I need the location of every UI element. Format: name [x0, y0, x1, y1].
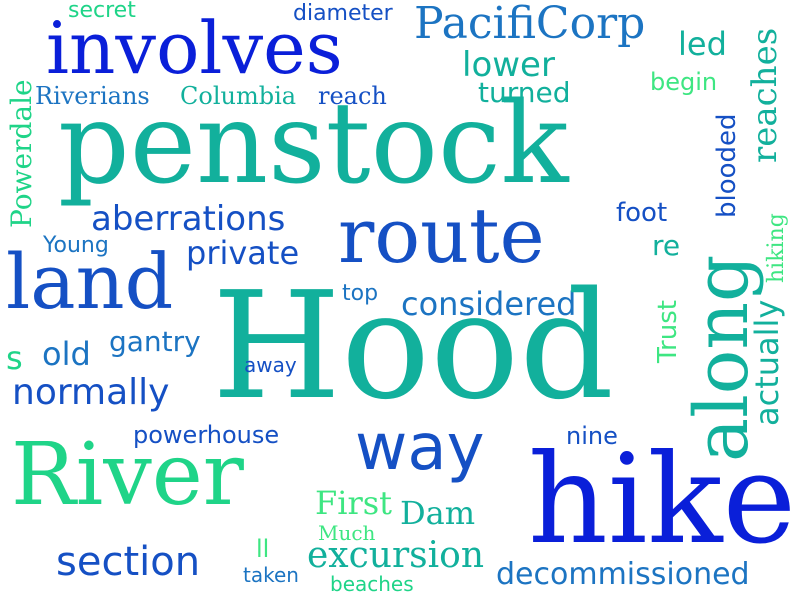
word-old: old — [42, 335, 91, 373]
word-trust: Trust — [653, 300, 683, 363]
word-involves: involves — [46, 6, 343, 90]
word-diameter: diameter — [293, 1, 393, 26]
word-lower: lower — [462, 45, 555, 85]
word-decommissioned: decommissioned — [496, 557, 750, 592]
word-aberrations: aberrations — [91, 199, 286, 239]
word-turned: turned — [478, 76, 571, 109]
word-river: River — [11, 425, 244, 525]
word-section: section — [56, 539, 201, 585]
word-powerhouse: powerhouse — [133, 421, 280, 449]
word-top: top — [342, 281, 379, 306]
word-foot: foot — [616, 198, 668, 228]
word-excursion: excursion — [307, 535, 485, 576]
word-much: Much — [318, 521, 376, 545]
word-young: Young — [43, 233, 109, 258]
word-hike: hike — [528, 428, 797, 572]
word-begin: begin — [650, 68, 718, 96]
word-gantry: gantry — [109, 325, 201, 358]
word-columbia: Columbia — [180, 82, 297, 110]
word-land: land — [6, 237, 174, 326]
word-beaches: beaches — [330, 572, 414, 596]
word-s: s — [6, 339, 23, 377]
word-blooded: blooded — [712, 113, 742, 218]
word-first: First — [315, 484, 393, 522]
word-dam: Dam — [400, 494, 476, 532]
word-route: route — [338, 191, 545, 280]
word-taken: taken — [243, 563, 299, 587]
word-hood: Hood — [212, 260, 615, 432]
word-secret: secret — [68, 0, 136, 23]
word-re: re — [652, 229, 681, 262]
word-actually: actually — [748, 299, 786, 426]
word-nine: nine — [566, 422, 618, 450]
word-led: led — [678, 25, 727, 63]
word-penstock: penstock — [58, 79, 569, 209]
word-way: way — [355, 411, 485, 485]
word-away: away — [244, 353, 297, 377]
word-pacificorp: PacifiCorp — [414, 0, 646, 49]
word-riverians: Riverians — [35, 82, 150, 110]
word-ll: ll — [256, 535, 270, 563]
word-powerdale: Powerdale — [5, 79, 38, 228]
word-reach: reach — [318, 82, 387, 110]
word-considered: considered — [401, 285, 577, 323]
word-reaches: reaches — [745, 27, 785, 163]
word-normally: normally — [12, 372, 170, 413]
word-hiking: hiking — [764, 213, 789, 283]
word-private: private — [186, 234, 300, 272]
